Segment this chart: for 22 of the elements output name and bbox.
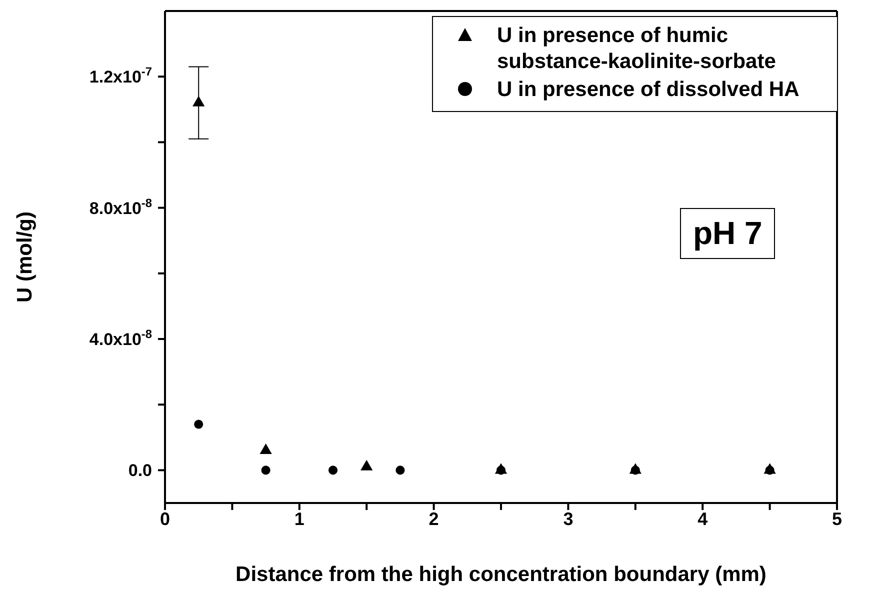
x-tick-label: 2 (428, 508, 439, 529)
x-axis-title: Distance from the high concentration boundary (mm) (236, 563, 766, 586)
y-tick-label: 8.0x10$^{-8}$ (89, 196, 152, 218)
x-tick-label: 0 (160, 508, 170, 529)
y-tick-label: 4.0x10$^{-8}$ (89, 327, 152, 349)
point (630, 466, 640, 475)
x-tick-label: 5 (832, 508, 842, 529)
x-tick-label: 3 (563, 508, 574, 529)
y-tick-label: 1.2x10$^{-7}$ (89, 64, 152, 87)
x-tick-label: 1 (294, 508, 304, 529)
x-tick-label: 4 (698, 508, 708, 529)
point (194, 420, 204, 429)
point (765, 466, 774, 475)
point (396, 466, 405, 475)
legend-label: U in presence of dissolved HA (497, 77, 800, 103)
point (261, 466, 270, 475)
y-axis-title: U (mol/g) (13, 212, 36, 302)
legend-label: U in presence of humic substance-kaolinite-sorbate (497, 23, 777, 75)
point (496, 466, 506, 475)
point (328, 466, 338, 475)
y-tick-label: 0.0 (128, 461, 152, 480)
boxed-note: pH 7 (680, 208, 776, 259)
